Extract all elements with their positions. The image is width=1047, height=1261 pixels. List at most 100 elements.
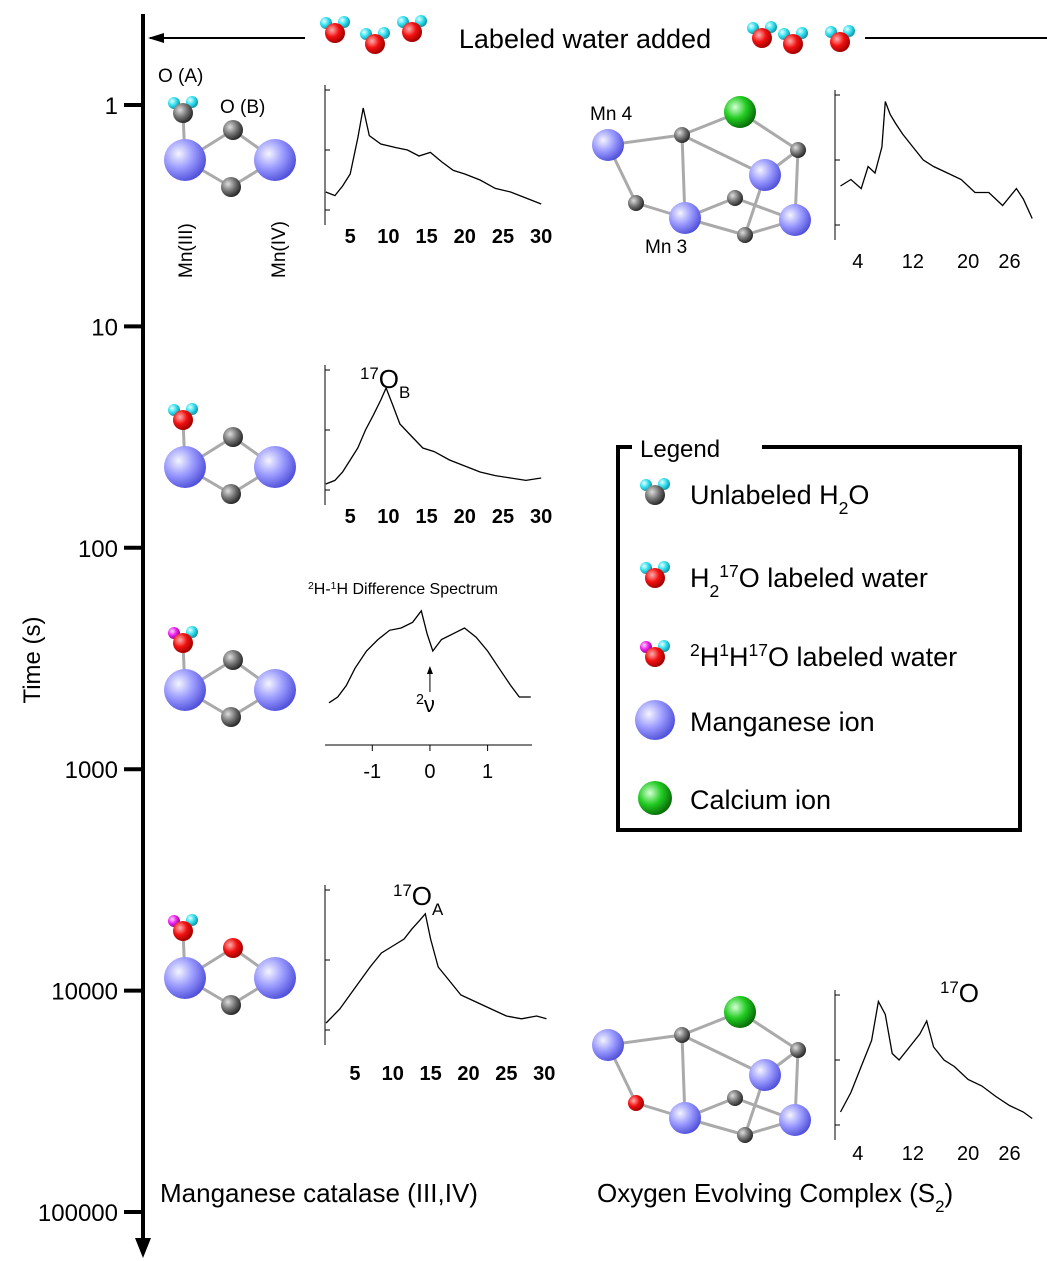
x-tick-label: 5 bbox=[345, 506, 356, 528]
atom bbox=[790, 142, 806, 158]
atom bbox=[221, 707, 241, 727]
atom bbox=[223, 427, 243, 447]
x-tick-label: 5 bbox=[349, 1063, 360, 1085]
atom bbox=[779, 1104, 811, 1136]
label-mn-iii: Mn(III) bbox=[176, 223, 197, 278]
text-part: H bbox=[690, 563, 710, 593]
atom bbox=[402, 22, 422, 42]
atom bbox=[790, 1042, 806, 1058]
text-part: O bbox=[412, 881, 432, 911]
rich-text: Unlabeled H2O bbox=[690, 480, 869, 518]
text-part: 17 bbox=[719, 561, 739, 581]
x-tick-label: 30 bbox=[530, 506, 552, 528]
atom bbox=[628, 1095, 644, 1111]
atom bbox=[628, 195, 644, 211]
rich-text: Manganese ion bbox=[690, 707, 875, 737]
spectrum-line bbox=[325, 912, 547, 1024]
atom bbox=[669, 202, 701, 234]
atom bbox=[674, 127, 690, 143]
atom bbox=[645, 647, 665, 667]
time-axis-arrow bbox=[135, 1238, 151, 1258]
x-tick-label: 20 bbox=[457, 1063, 479, 1085]
x-tick-label: 25 bbox=[492, 226, 514, 248]
text-part: O bbox=[959, 978, 979, 1008]
spectrum-line bbox=[325, 386, 542, 485]
atom bbox=[737, 227, 753, 243]
rich-text: 2ν bbox=[416, 692, 435, 717]
atom bbox=[669, 1102, 701, 1134]
atom bbox=[749, 1059, 781, 1091]
atom bbox=[727, 190, 743, 206]
x-tick-label: 25 bbox=[492, 506, 514, 528]
text-part: ν bbox=[424, 692, 435, 717]
x-tick-label: -1 bbox=[363, 761, 381, 783]
text-part: Unlabeled H bbox=[690, 480, 839, 510]
x-tick-label: 20 bbox=[957, 1143, 979, 1165]
label-oa: O (A) bbox=[158, 66, 203, 87]
text-part: 17 bbox=[749, 640, 769, 660]
atom bbox=[223, 938, 243, 958]
atom bbox=[635, 700, 675, 740]
spectrum-line bbox=[325, 107, 542, 205]
rich-text: 2H-1H Difference Spectrum bbox=[308, 581, 498, 599]
text-part: H bbox=[700, 642, 720, 672]
y-tick-label: 10000 bbox=[51, 979, 118, 1006]
atom bbox=[164, 669, 206, 711]
marker-arrowhead bbox=[426, 666, 433, 674]
legend-title: Legend bbox=[640, 436, 720, 463]
label-mn-iv: Mn(IV) bbox=[269, 221, 290, 278]
rich-text: Manganese catalase (III,IV) bbox=[160, 1178, 478, 1208]
atom bbox=[592, 129, 624, 161]
x-tick-label: 20 bbox=[454, 226, 476, 248]
text-part: 1 bbox=[719, 640, 729, 660]
atom bbox=[645, 485, 665, 505]
spectrum-line bbox=[328, 609, 531, 704]
rich-text: H217O labeled water bbox=[690, 561, 928, 601]
atom bbox=[254, 669, 296, 711]
spectrum-line bbox=[840, 101, 1033, 219]
label-ob: O (B) bbox=[220, 97, 265, 118]
text-part: 17 bbox=[393, 881, 412, 900]
text-part: O bbox=[379, 364, 399, 394]
text-part: 2 bbox=[710, 581, 720, 601]
x-tick-label: 12 bbox=[902, 251, 924, 273]
atom bbox=[724, 96, 756, 128]
x-tick-label: 4 bbox=[852, 1143, 863, 1165]
text-part: H Difference Spectrum bbox=[336, 581, 498, 598]
atom bbox=[254, 446, 296, 488]
atom bbox=[830, 32, 850, 52]
text-part: A bbox=[432, 900, 444, 919]
y-tick-label: 1 bbox=[105, 93, 118, 120]
y-tick-label: 1000 bbox=[65, 757, 118, 784]
legend-box bbox=[616, 445, 1022, 832]
rich-text: 17OB bbox=[360, 364, 410, 402]
text-part: O bbox=[848, 480, 869, 510]
atom bbox=[737, 1127, 753, 1143]
x-tick-label: 10 bbox=[377, 506, 399, 528]
atom bbox=[783, 34, 803, 54]
text-part: Manganese ion bbox=[690, 707, 875, 737]
atom bbox=[221, 177, 241, 197]
text-part: B bbox=[399, 383, 410, 402]
atom bbox=[164, 139, 206, 181]
x-tick-label: 15 bbox=[415, 226, 437, 248]
x-tick-label: 4 bbox=[852, 251, 863, 273]
x-tick-label: 15 bbox=[415, 506, 437, 528]
rich-text: Calcium ion bbox=[690, 785, 831, 815]
text-part: 2 bbox=[416, 692, 424, 708]
atom bbox=[592, 1029, 624, 1061]
x-tick-label: 25 bbox=[495, 1063, 517, 1085]
label-mn3: Mn 3 bbox=[645, 237, 687, 258]
atom bbox=[749, 159, 781, 191]
y-tick-label: 10 bbox=[91, 314, 118, 341]
text-part: Calcium ion bbox=[690, 785, 831, 815]
x-tick-label: 1 bbox=[482, 761, 493, 783]
atom bbox=[752, 28, 772, 48]
rich-text: Oxygen Evolving Complex (S2) bbox=[597, 1178, 953, 1216]
text-part: Manganese catalase (III,IV) bbox=[160, 1178, 478, 1208]
atom bbox=[173, 103, 193, 123]
atom bbox=[724, 996, 756, 1028]
x-tick-label: 30 bbox=[530, 226, 552, 248]
text-part: 17 bbox=[360, 364, 379, 383]
